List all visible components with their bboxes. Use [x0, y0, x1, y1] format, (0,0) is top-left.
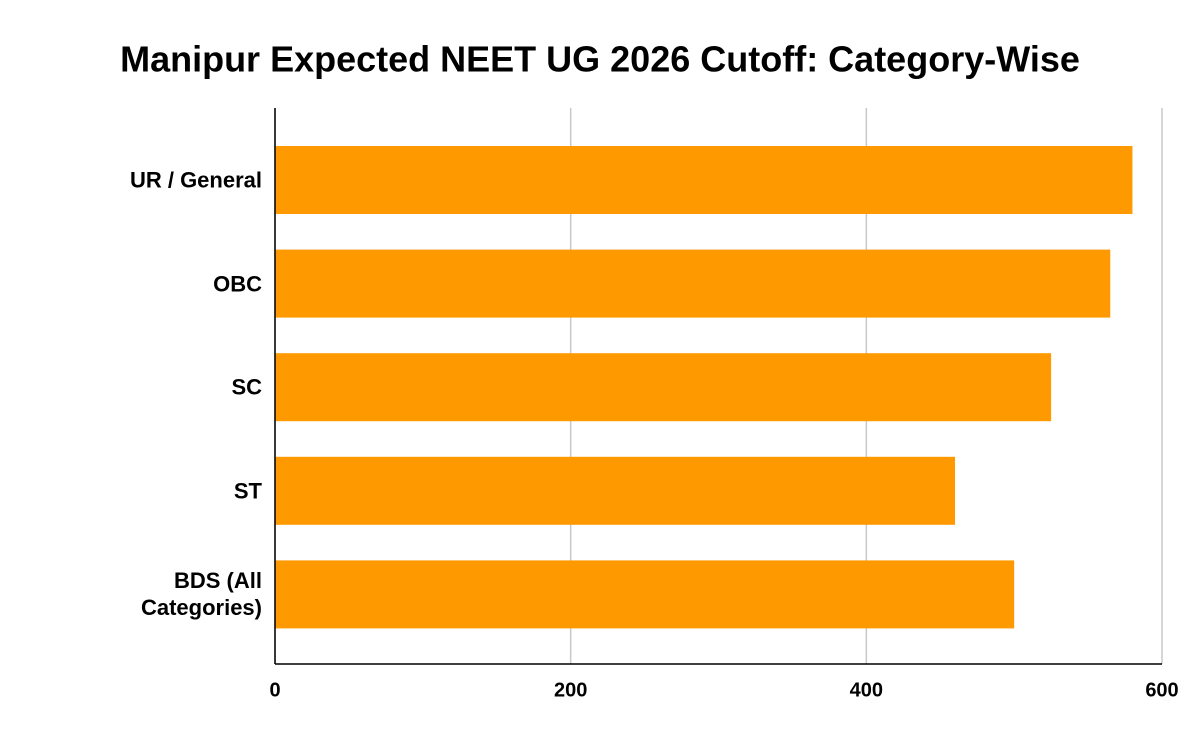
bar	[275, 353, 1052, 422]
x-tick-label: 400	[850, 679, 883, 701]
chart-title: Manipur Expected NEET UG 2026 Cutoff: Ca…	[120, 39, 1080, 80]
y-tick-label: BDS (All Categories)	[140, 568, 262, 621]
bar	[275, 456, 956, 525]
x-tick-label: 0	[269, 679, 280, 701]
y-tick-label: UR / General	[129, 167, 262, 193]
y-tick-label: SC	[231, 374, 262, 400]
bar	[275, 249, 1111, 318]
x-tick-label: 600	[1145, 679, 1178, 701]
x-tick-label: 200	[554, 679, 587, 701]
bar	[275, 146, 1133, 214]
y-tick-label: OBC	[213, 271, 262, 297]
bar	[275, 560, 1015, 629]
y-tick-label: ST	[233, 478, 262, 504]
